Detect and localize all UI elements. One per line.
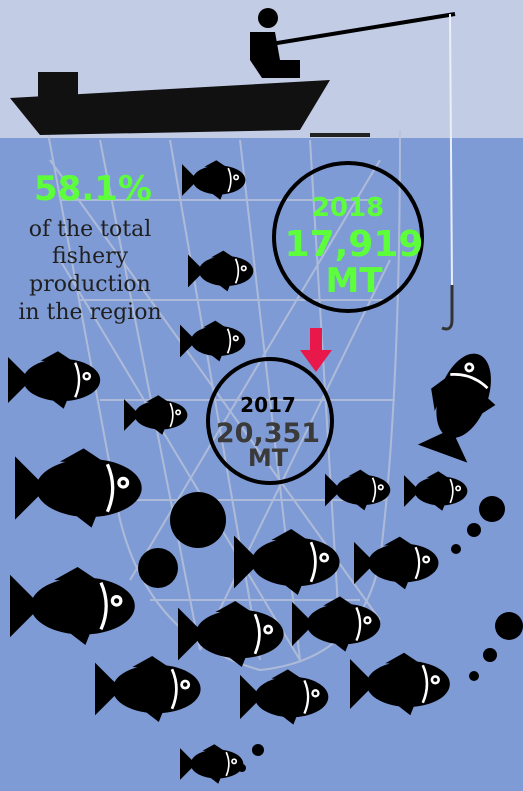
previous-unit: MT (248, 444, 289, 472)
caption-line: in the region (18, 300, 161, 325)
infographic: 58.1% of the total fishery production in… (0, 0, 523, 791)
percent: 58.1% (34, 169, 152, 209)
caption-line: production (29, 272, 151, 297)
current-amount: 17,919 (285, 224, 424, 265)
caption-line: fishery (52, 244, 129, 269)
caption-line: of the total (29, 217, 151, 242)
current-year: 2018 (312, 193, 384, 223)
current-unit: MT (325, 261, 383, 301)
previous-year: 2017 (240, 393, 296, 417)
